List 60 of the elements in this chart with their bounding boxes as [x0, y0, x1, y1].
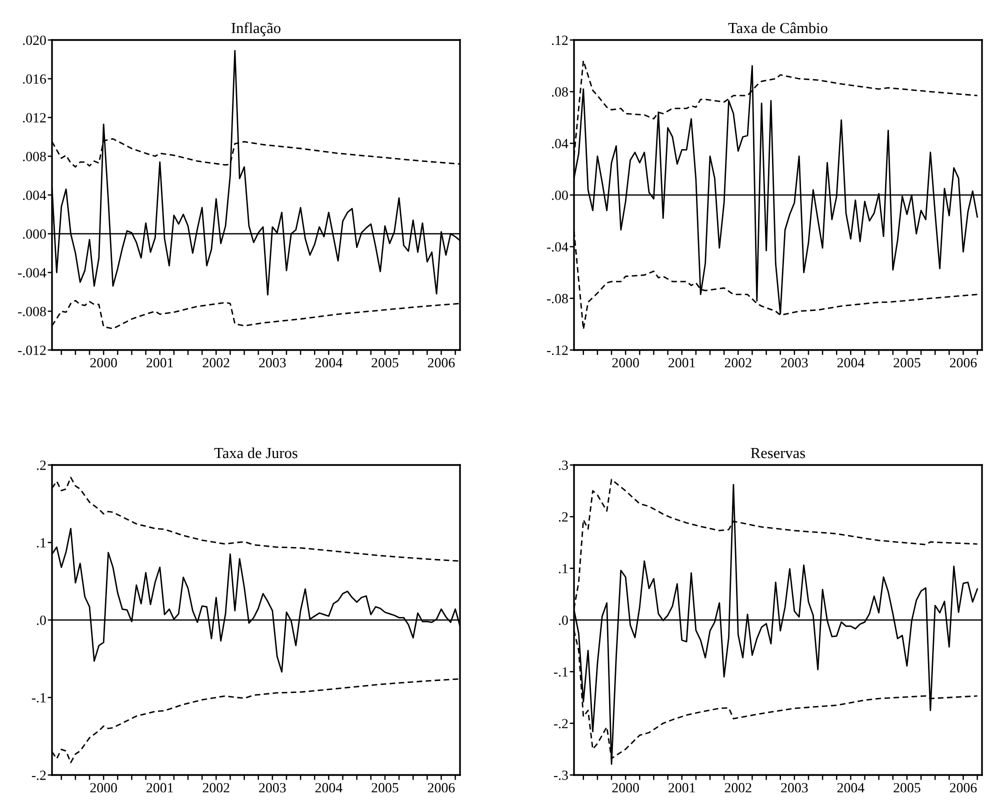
- chart-title: Taxa de Câmbio: [728, 22, 828, 34]
- x-tick-label: 2004: [315, 783, 342, 792]
- y-tick-label: .000: [23, 229, 46, 239]
- chart-title: Inflação: [232, 22, 280, 36]
- y-tick-label: -.008: [18, 306, 46, 316]
- y-tick-label: -.3: [554, 770, 568, 780]
- y-tick-label: .08: [552, 87, 568, 97]
- x-tick-label: 2003: [781, 783, 808, 792]
- x-tick-label: 2006: [428, 783, 455, 792]
- x-tick-label: 2000: [612, 783, 639, 792]
- x-tick-label: 2004: [837, 783, 864, 792]
- x-tick-label: 2002: [202, 358, 230, 368]
- y-tick-label: .1: [558, 564, 568, 574]
- y-tick-label: .004: [23, 190, 46, 200]
- chart-title: Taxa de Juros: [214, 447, 298, 458]
- x-tick-label: 2000: [612, 358, 639, 368]
- y-tick-label: .1: [36, 538, 46, 548]
- x-tick-label: 2006: [950, 358, 977, 368]
- y-tick-label: .0: [558, 616, 568, 626]
- x-tick-label: 2001: [668, 358, 695, 368]
- y-tick-label: .2: [36, 460, 46, 470]
- x-tick-label: 2002: [724, 783, 752, 792]
- y-tick-label: -.12: [546, 346, 568, 356]
- x-tick-label: 2000: [90, 358, 117, 368]
- x-tick-label: 2005: [372, 783, 398, 792]
- x-tick-label: 2004: [837, 358, 864, 368]
- x-tick-label: 2002: [724, 358, 752, 368]
- y-tick-label: -.04: [546, 242, 568, 252]
- x-tick-label: 2005: [894, 783, 920, 792]
- x-tick-label: 2005: [372, 358, 398, 368]
- x-tick-label: 2006: [428, 358, 455, 368]
- x-tick-label: 2003: [259, 358, 286, 368]
- x-tick-label: 2003: [259, 783, 286, 792]
- y-tick-label: .008: [23, 152, 46, 162]
- y-tick-label: .00: [552, 190, 568, 200]
- y-tick-label: .016: [23, 74, 46, 84]
- x-tick-label: 2005: [894, 358, 920, 368]
- y-tick-label: -.2: [554, 718, 568, 728]
- y-tick-label: .12: [552, 36, 568, 46]
- x-tick-label: 2001: [146, 783, 173, 792]
- x-tick-label: 2006: [950, 783, 977, 792]
- y-tick-label: .020: [23, 36, 46, 46]
- x-tick-label: 2002: [202, 783, 230, 792]
- x-tick-label: 2001: [146, 358, 173, 368]
- y-tick-label: -.012: [18, 346, 46, 356]
- y-tick-label: -.1: [32, 693, 46, 703]
- x-tick-label: 2003: [781, 358, 808, 368]
- x-tick-label: 2001: [668, 783, 695, 792]
- y-tick-label: -.2: [32, 770, 46, 780]
- y-tick-label: .012: [23, 113, 46, 123]
- y-tick-label: .3: [558, 460, 568, 470]
- y-tick-label: -.1: [554, 667, 568, 677]
- chart-title: Reservas: [750, 448, 806, 458]
- x-tick-label: 2004: [315, 358, 342, 368]
- y-tick-label: .0: [36, 616, 46, 626]
- y-tick-label: .2: [558, 512, 568, 522]
- y-tick-label: -.004: [18, 268, 46, 278]
- y-tick-label: -.08: [546, 294, 568, 304]
- y-tick-label: .04: [552, 138, 568, 148]
- x-tick-label: 2000: [90, 783, 117, 792]
